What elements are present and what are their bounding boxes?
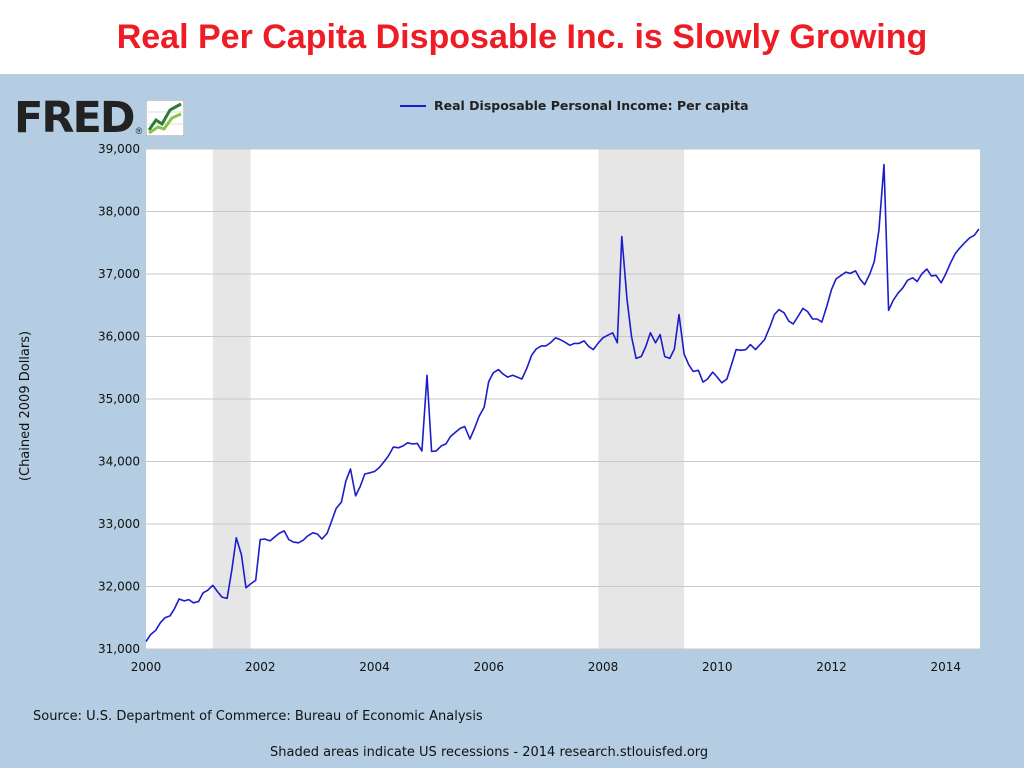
y-tick-label: 32,000 — [98, 580, 140, 594]
x-tick-label: 2004 — [359, 660, 390, 674]
x-tick-label: 2008 — [588, 660, 619, 674]
registered-mark: ® — [135, 126, 143, 136]
fred-chart-logo-icon — [146, 100, 185, 136]
y-axis-ticks: 31,000 32,000 33,000 34,000 35,000 36,000 37,0… — [98, 142, 140, 656]
x-tick-label: 2012 — [816, 660, 847, 674]
fred-logo-text: FRED — [14, 93, 136, 143]
y-tick-label: 38,000 — [98, 205, 140, 219]
x-tick-label: 2000 — [131, 660, 162, 674]
recession-note: Shaded areas indicate US recessions - 20… — [270, 745, 709, 760]
y-tick-label: 34,000 — [98, 455, 140, 469]
slide-title: Real Per Capita Disposable Inc. is Slowl… — [116, 17, 928, 56]
x-tick-label: 2006 — [473, 660, 504, 674]
x-tick-label: 2002 — [245, 660, 276, 674]
y-tick-label: 31,000 — [98, 642, 140, 656]
series-lines — [145, 163, 980, 642]
y-axis-label: (Chained 2009 Dollars) — [18, 331, 33, 481]
y-tick-label: 35,000 — [98, 392, 140, 406]
source-note: Source: U.S. Department of Commerce: Bur… — [33, 709, 483, 724]
gridlines — [146, 148, 980, 650]
x-tick-label: 2014 — [930, 660, 961, 674]
y-tick-label: 33,000 — [98, 517, 140, 531]
chart-legend: Real Disposable Personal Income: Per cap… — [400, 98, 749, 113]
y-tick-label: 36,000 — [98, 330, 140, 344]
legend-label: Real Disposable Personal Income: Per cap… — [434, 98, 749, 113]
series-line-1 — [145, 163, 980, 642]
y-tick-label: 39,000 — [98, 142, 140, 156]
x-tick-label: 2010 — [702, 660, 733, 674]
income-line-chart: 31,000 32,000 33,000 34,000 35,000 36,000 37,0… — [18, 98, 980, 674]
fred-logo: FRED ® — [14, 93, 185, 143]
x-axis-ticks: 2000 2002 2004 2006 2008 2010 2012 2014 — [131, 660, 961, 674]
y-tick-label: 37,000 — [98, 267, 140, 281]
